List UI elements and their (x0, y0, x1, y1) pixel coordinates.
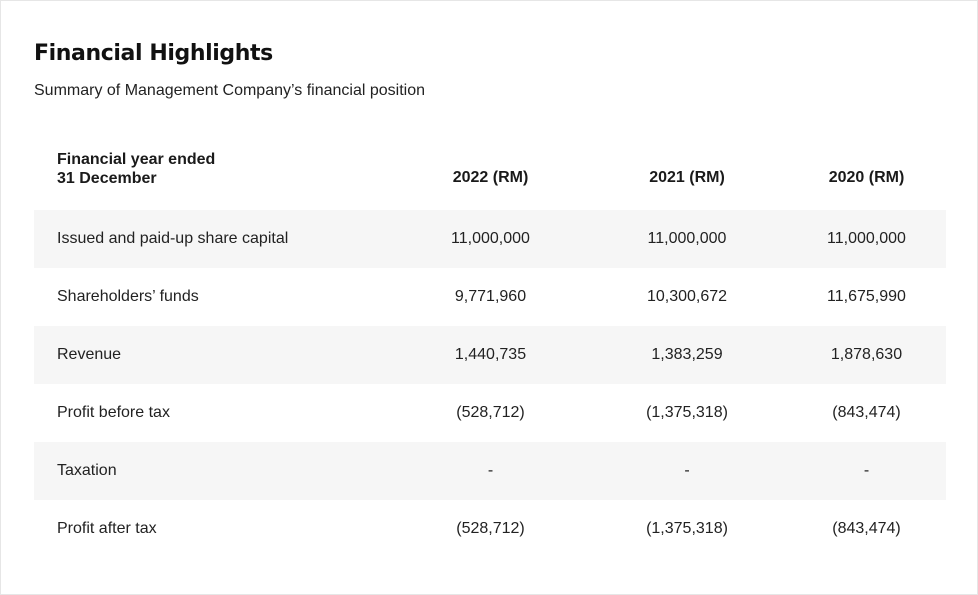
header-col-2020: 2020 (RM) (828, 169, 905, 186)
cell-2021: 1,383,259 (651, 346, 723, 363)
row-label: Taxation (57, 462, 117, 479)
page-title: Financial Highlights (34, 41, 273, 66)
row-label: Profit after tax (57, 520, 157, 537)
row-label: Profit before tax (57, 404, 170, 421)
cell-2022: (528,712) (456, 520, 525, 537)
cell-2021: - (684, 462, 690, 479)
cell-2021: (1,375,318) (646, 404, 728, 421)
page-subtitle: Summary of Management Company’s financia… (34, 82, 426, 99)
table-header-row: Financial year ended 31 December 2022 (R… (34, 141, 946, 210)
cell-2020: - (863, 462, 870, 479)
table-row: Revenue 1,440,735 1,383,259 1,878,630 (34, 326, 946, 384)
header-col-2021: 2021 (RM) (649, 169, 725, 186)
table-row: Shareholders’ funds 9,771,960 10,300,672… (34, 268, 946, 326)
cell-2022: (528,712) (456, 404, 525, 421)
table-row: Issued and paid-up share capital 11,000,… (34, 210, 946, 268)
cell-2022: - (487, 462, 494, 479)
table-row: Profit after tax (528,712) (1,375,318) (… (34, 500, 946, 558)
cell-2022: 11,000,000 (451, 230, 530, 247)
row-label: Shareholders’ funds (57, 288, 199, 305)
cell-2020: (843,474) (832, 520, 901, 537)
cell-2022: 9,771,960 (454, 288, 527, 305)
cell-2021: 11,000,000 (647, 230, 727, 247)
cell-2020: (843,474) (832, 404, 901, 421)
header-label-line1: Financial year ended (57, 151, 216, 168)
cell-2022: 1,440,735 (454, 346, 527, 363)
cell-2020: 11,675,990 (827, 288, 906, 305)
cell-2020: 1,878,630 (830, 346, 903, 363)
header-col-2022: 2022 (RM) (452, 169, 529, 186)
row-label: Revenue (57, 346, 122, 363)
row-label: Issued and paid-up share capital (57, 230, 289, 247)
table-row: Taxation - - - (34, 442, 946, 500)
table-row: Profit before tax (528,712) (1,375,318) … (34, 384, 946, 442)
header-label: Financial year ended 31 December (34, 141, 394, 210)
header-label-line2: 31 December (57, 170, 157, 187)
cell-2021: (1,375,318) (646, 520, 728, 537)
financial-table: Financial year ended 31 December 2022 (R… (34, 141, 946, 558)
cell-2021: 10,300,672 (646, 288, 728, 305)
cell-2020: 11,000,000 (827, 230, 906, 247)
